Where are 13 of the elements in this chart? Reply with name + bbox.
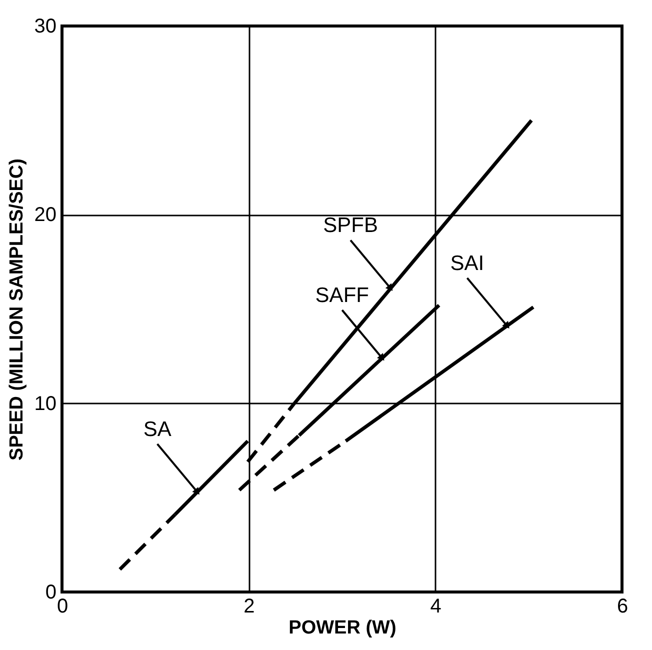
y-tick-label: 30 <box>34 16 56 38</box>
x-tick-label: 4 <box>430 596 442 618</box>
annotation: SAI <box>450 252 484 275</box>
y-tick-label: 20 <box>34 204 56 226</box>
x-tick-label: 2 <box>244 596 255 618</box>
y-axis-title: SPEED (MILLION SAMPLES/SEC) <box>6 158 28 460</box>
annotation: SPFB <box>323 214 378 238</box>
y-tick-label: 0 <box>45 582 56 604</box>
x-tick-label: 6 <box>616 596 628 618</box>
y-tick-label: 10 <box>34 392 56 415</box>
annotation: SA <box>143 418 172 442</box>
annotation: SAFF <box>315 284 369 308</box>
x-axis-title: POWER (W) <box>288 618 396 638</box>
